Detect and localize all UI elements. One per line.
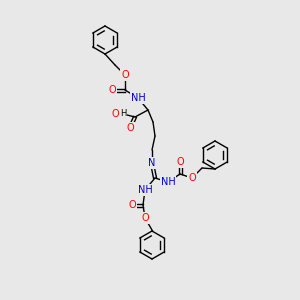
Text: O: O [188, 173, 196, 183]
Text: O: O [126, 123, 134, 133]
Text: O: O [121, 70, 129, 80]
Text: NH: NH [160, 177, 175, 187]
Text: H: H [120, 110, 126, 118]
Text: O: O [176, 157, 184, 167]
Text: O: O [111, 109, 119, 119]
Text: N: N [148, 158, 156, 168]
Text: NH: NH [138, 185, 152, 195]
Text: O: O [128, 200, 136, 210]
Text: O: O [141, 213, 149, 223]
Text: NH: NH [130, 93, 146, 103]
Text: O: O [108, 85, 116, 95]
